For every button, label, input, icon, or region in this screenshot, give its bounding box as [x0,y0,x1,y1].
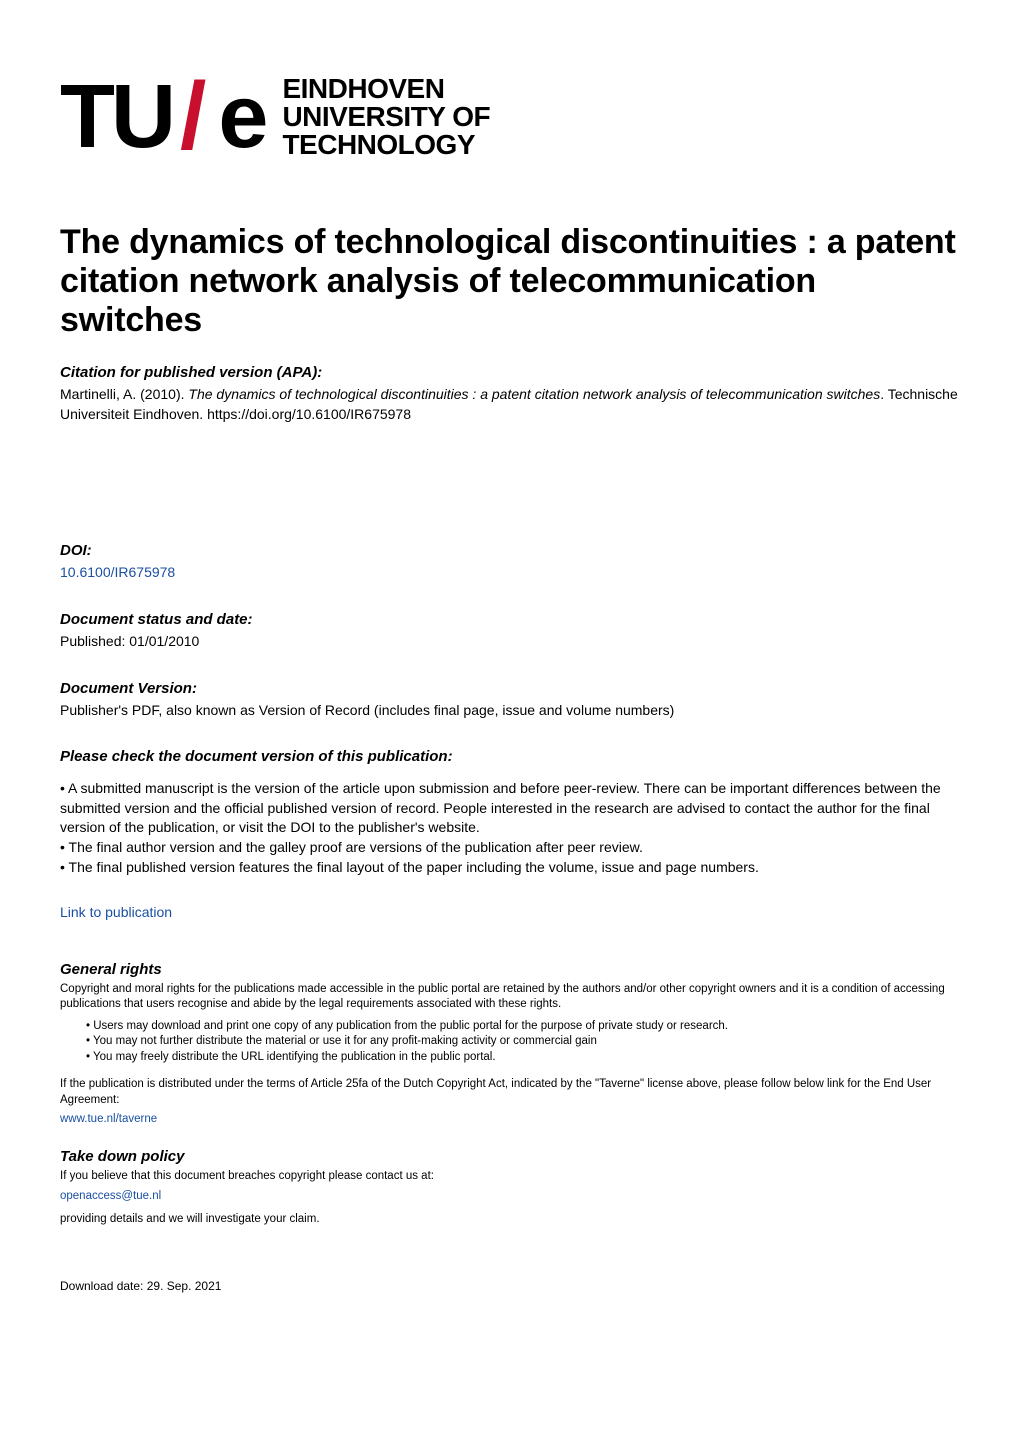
page-title: The dynamics of technological discontinu… [60,223,960,340]
rights-bullet: You may not further distribute the mater… [86,1034,960,1050]
takedown-line-2: providing details and we will investigat… [60,1212,960,1228]
logo-line-3: TECHNOLOGY [282,131,490,159]
citation-author: Martinelli, A. (2010). [60,386,188,402]
rights-bullet: Users may download and print one copy of… [86,1019,960,1035]
taverne-block: If the publication is distributed under … [60,1077,960,1128]
citation-heading: Citation for published version (APA): [60,362,960,383]
logo-slash-icon: / [180,50,206,183]
citation-title-italic: The dynamics of technological discontinu… [188,386,880,402]
logo-text-tu: TU [60,54,172,180]
takedown-heading: Take down policy [60,1146,960,1167]
check-version-block: Please check the document version of thi… [60,746,960,877]
doi-heading: DOI: [60,540,960,561]
publication-link[interactable]: Link to publication [60,904,172,920]
general-rights-block: General rights Copyright and moral right… [60,959,960,1066]
taverne-text: If the publication is distributed under … [60,1077,960,1108]
logo-block: TU/e EINDHOVEN UNIVERSITY OF TECHNOLOGY [60,50,960,183]
version-block: Document Version: Publisher's PDF, also … [60,678,960,721]
doi-block: DOI: 10.6100/IR675978 [60,540,960,583]
check-para-2: • The final author version and the galle… [60,838,960,858]
general-rights-para: Copyright and moral rights for the publi… [60,982,960,1013]
taverne-link[interactable]: www.tue.nl/taverne [60,1113,157,1125]
doi-link[interactable]: 10.6100/IR675978 [60,564,175,580]
vertical-spacer [60,450,960,540]
logo-right-text: EINDHOVEN UNIVERSITY OF TECHNOLOGY [282,75,490,159]
download-date-footer: Download date: 29. Sep. 2021 [60,1278,960,1295]
logo-text-e: e [218,54,264,180]
check-para-3: • The final published version features t… [60,858,960,878]
general-rights-bullets: Users may download and print one copy of… [86,1019,960,1066]
page-container: TU/e EINDHOVEN UNIVERSITY OF TECHNOLOGY … [0,0,1020,1334]
general-rights-heading: General rights [60,959,960,980]
publication-link-block: Link to publication [60,903,960,923]
version-text: Publisher's PDF, also known as Version o… [60,701,960,721]
citation-text: Martinelli, A. (2010). The dynamics of t… [60,385,960,424]
check-version-heading: Please check the document version of thi… [60,746,960,767]
takedown-line-1: If you believe that this document breach… [60,1169,960,1185]
version-heading: Document Version: [60,678,960,699]
check-para-1: • A submitted manuscript is the version … [60,779,960,838]
takedown-block: Take down policy If you believe that thi… [60,1146,960,1228]
logo-row: TU/e EINDHOVEN UNIVERSITY OF TECHNOLOGY [60,50,960,183]
logo-line-1: EINDHOVEN [282,75,490,103]
takedown-email-link[interactable]: openaccess@tue.nl [60,1190,161,1202]
logo-line-2: UNIVERSITY OF [282,103,490,131]
status-text: Published: 01/01/2010 [60,632,960,652]
citation-block: Citation for published version (APA): Ma… [60,362,960,424]
status-heading: Document status and date: [60,609,960,630]
spacer [60,769,960,779]
status-block: Document status and date: Published: 01/… [60,609,960,652]
rights-bullet: You may freely distribute the URL identi… [86,1050,960,1066]
